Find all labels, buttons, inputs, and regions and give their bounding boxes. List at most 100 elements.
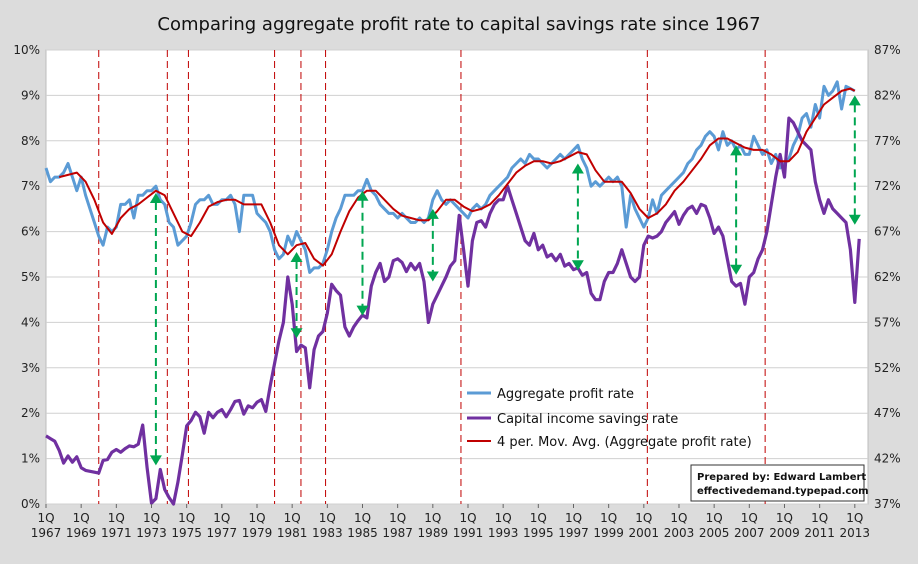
- arrow-head-up: [290, 252, 303, 263]
- x-tick-year: 1993: [488, 526, 519, 540]
- arrow-head-up: [730, 145, 743, 156]
- x-tick-quarter: 1Q: [37, 511, 54, 525]
- y-left-tick-label: 9%: [21, 88, 40, 102]
- x-tick-quarter: 1Q: [389, 511, 406, 525]
- x-tick-quarter: 1Q: [600, 511, 617, 525]
- x-tick-quarter: 1Q: [424, 511, 441, 525]
- x-tick-quarter: 1Q: [213, 511, 230, 525]
- chart-title: Comparing aggregate profit rate to capit…: [157, 14, 760, 35]
- arrow-head-up: [149, 193, 162, 204]
- x-tick-year: 1997: [558, 526, 589, 540]
- series-line-moving-avg: [58, 87, 856, 267]
- arrow-head-down: [149, 455, 162, 466]
- arrow-head-down: [290, 328, 303, 339]
- y-right-tick-label: 82%: [874, 88, 901, 102]
- y-right-tick-label: 52%: [874, 361, 901, 375]
- x-tick-quarter: 1Q: [635, 511, 652, 525]
- recession-lines: [98, 50, 766, 504]
- arrows-layer: [149, 95, 861, 466]
- arrow-head-down: [571, 260, 584, 271]
- y-left-tick-label: 10%: [13, 43, 40, 57]
- x-tick-quarter: 1Q: [846, 511, 863, 525]
- x-tick-quarter: 1Q: [143, 511, 160, 525]
- arrow-head-down: [356, 305, 369, 316]
- x-tick-year: 1971: [101, 526, 132, 540]
- x-tick-year: 2007: [734, 526, 765, 540]
- arrow-head-up: [571, 163, 584, 174]
- credit-line-1: Prepared by: Edward Lambert: [697, 472, 866, 483]
- y-left-tick-label: 5%: [21, 270, 40, 284]
- x-tick-quarter: 1Q: [248, 511, 265, 525]
- x-tick-quarter: 1Q: [319, 511, 336, 525]
- x-tick-year: 1973: [136, 526, 167, 540]
- y-left-axis: 0% 1% 2% 3% 4% 5% 6% 7% 8% 9% 10%: [13, 43, 40, 511]
- y-left-tick-label: 1%: [21, 452, 40, 466]
- x-tick-quarter: 1Q: [354, 511, 371, 525]
- x-axis: 1Q19671Q19691Q19711Q19731Q19751Q19771Q19…: [31, 504, 870, 540]
- x-tick-year: 2003: [664, 526, 695, 540]
- y-right-tick-label: 77%: [874, 134, 901, 148]
- y-left-tick-label: 8%: [21, 134, 40, 148]
- legend: Aggregate profit rate Capital income sav…: [467, 387, 752, 450]
- arrow-head-up: [848, 95, 861, 106]
- x-tick-year: 1977: [207, 526, 238, 540]
- series-layer: [44, 80, 861, 506]
- x-tick-year: 1981: [277, 526, 308, 540]
- x-tick-quarter: 1Q: [706, 511, 723, 525]
- x-tick-quarter: 1Q: [776, 511, 793, 525]
- arrow-head-down: [730, 264, 743, 275]
- y-right-tick-label: 37%: [874, 497, 901, 511]
- x-tick-quarter: 1Q: [811, 511, 828, 525]
- x-tick-year: 2001: [629, 526, 660, 540]
- x-tick-quarter: 1Q: [459, 511, 476, 525]
- x-tick-year: 1995: [523, 526, 554, 540]
- x-tick-quarter: 1Q: [495, 511, 512, 525]
- x-tick-quarter: 1Q: [284, 511, 301, 525]
- y-left-tick-label: 3%: [21, 361, 40, 375]
- x-tick-quarter: 1Q: [73, 511, 90, 525]
- x-tick-year: 1989: [418, 526, 449, 540]
- x-tick-year: 1979: [242, 526, 273, 540]
- x-tick-year: 1969: [66, 526, 97, 540]
- x-tick-year: 2011: [804, 526, 835, 540]
- x-tick-year: 2005: [699, 526, 730, 540]
- y-right-tick-label: 67%: [874, 225, 901, 239]
- y-left-tick-label: 0%: [21, 497, 40, 511]
- y-left-tick-label: 7%: [21, 179, 40, 193]
- x-tick-quarter: 1Q: [741, 511, 758, 525]
- credit-box: Prepared by: Edward Lambert effectivedem…: [690, 464, 869, 502]
- y-right-axis: 37% 42% 47% 52% 57% 62% 67% 72% 77% 82% 87%: [874, 43, 901, 511]
- legend-label-profit: Aggregate profit rate: [497, 387, 634, 402]
- x-tick-year: 1983: [312, 526, 343, 540]
- x-tick-quarter: 1Q: [670, 511, 687, 525]
- x-tick-quarter: 1Q: [178, 511, 195, 525]
- arrow-head-up: [356, 190, 369, 201]
- x-tick-year: 1985: [347, 526, 378, 540]
- y-right-tick-label: 87%: [874, 43, 901, 57]
- x-tick-year: 1991: [453, 526, 484, 540]
- x-tick-quarter: 1Q: [530, 511, 547, 525]
- credit-box-frame: [690, 464, 865, 502]
- x-tick-year: 1999: [593, 526, 624, 540]
- y-right-tick-label: 57%: [874, 315, 901, 329]
- x-tick-year: 1987: [382, 526, 413, 540]
- series-line-savings-rate: [45, 116, 861, 506]
- y-right-tick-label: 47%: [874, 406, 901, 420]
- arrow-head-down: [848, 214, 861, 225]
- credit-line-2: effectivedemand.typepad.com: [697, 486, 869, 497]
- x-tick-year: 1975: [171, 526, 202, 540]
- y-right-tick-label: 62%: [874, 270, 901, 284]
- x-tick-year: 1967: [31, 526, 62, 540]
- y-left-tick-label: 2%: [21, 406, 40, 420]
- y-right-tick-label: 72%: [874, 179, 901, 193]
- y-left-tick-label: 4%: [21, 315, 40, 329]
- legend-label-moving-avg: 4 per. Mov. Avg. (Aggregate profit rate): [497, 435, 752, 450]
- y-right-tick-label: 42%: [874, 452, 901, 466]
- x-tick-year: 2013: [840, 526, 871, 540]
- x-tick-quarter: 1Q: [108, 511, 125, 525]
- legend-label-savings: Capital income savings rate: [497, 412, 678, 427]
- x-tick-quarter: 1Q: [565, 511, 582, 525]
- y-left-tick-label: 6%: [21, 225, 40, 239]
